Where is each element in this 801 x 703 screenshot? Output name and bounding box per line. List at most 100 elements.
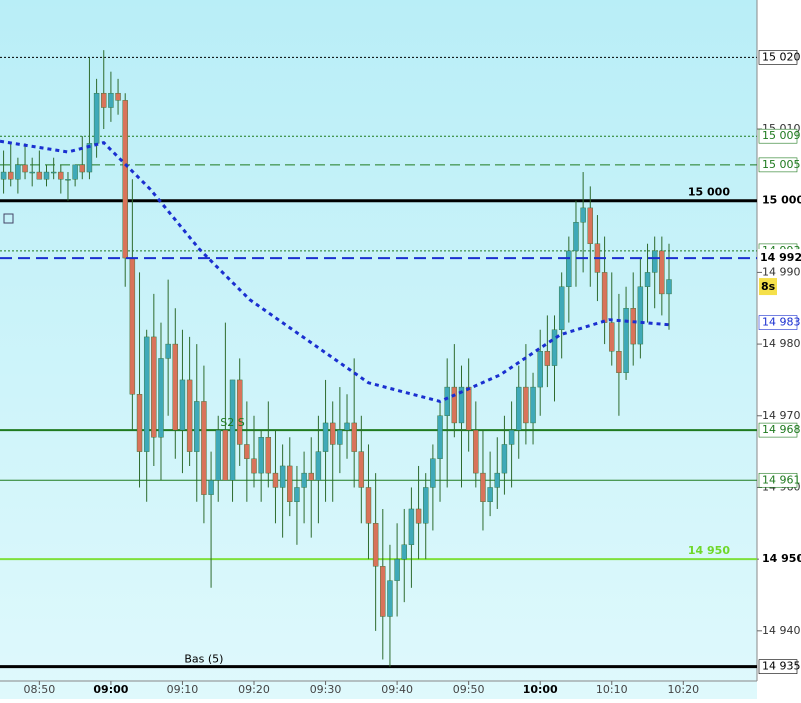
- level-label: 15 020: [762, 50, 801, 63]
- candle-body: [201, 401, 207, 495]
- level-label: 14 950: [688, 544, 730, 557]
- candle-body: [380, 566, 386, 617]
- candle-body: [308, 472, 314, 481]
- level-label-box: [758, 50, 798, 65]
- candle-body: [179, 379, 186, 431]
- candle-body: [330, 422, 336, 445]
- axis-background: [757, 0, 801, 699]
- x-tick-label: 09:30: [310, 683, 342, 696]
- candle-body: [236, 379, 243, 445]
- candle-body: [458, 386, 465, 424]
- candle-body: [186, 379, 193, 452]
- annotation: Bas (5): [184, 652, 223, 665]
- candle-body: [79, 164, 85, 173]
- candle-body: [487, 487, 493, 502]
- candle-body: [172, 343, 179, 431]
- x-tick-label: 09:00: [93, 683, 128, 696]
- candle-body: [566, 250, 572, 287]
- candle-body: [93, 92, 100, 144]
- candle-body: [122, 100, 128, 259]
- candle-body: [115, 92, 121, 101]
- level-label-box: [758, 659, 798, 674]
- candle-body: [136, 394, 143, 452]
- candle-body: [143, 336, 150, 452]
- y-tick-label: 14 970: [762, 409, 801, 422]
- x-tick-label: 08:50: [24, 683, 56, 696]
- x-tick-label: 10:10: [596, 683, 628, 696]
- candle-body: [294, 487, 300, 502]
- candle-body: [423, 487, 429, 524]
- candle-body: [609, 322, 615, 352]
- candle-body: [551, 329, 558, 366]
- candle-body: [101, 92, 107, 108]
- candle-body: [530, 386, 536, 424]
- candle-body: [251, 458, 257, 474]
- candle-body: [0, 171, 7, 180]
- candle-body: [301, 472, 307, 488]
- candle-body: [372, 523, 379, 567]
- candle-body: [344, 422, 350, 431]
- candle-body: [15, 164, 21, 180]
- level-label: 14 983: [762, 316, 801, 329]
- level-label-box: [758, 472, 798, 488]
- candle-body: [394, 558, 400, 581]
- candle-body: [601, 272, 608, 323]
- annotation: S2 S: [220, 416, 244, 429]
- timer-label: 8s: [761, 280, 776, 293]
- candle-body: [630, 308, 636, 345]
- y-tick-label: 14 990: [762, 265, 801, 278]
- candle-body: [516, 386, 522, 431]
- candle-body: [659, 250, 665, 295]
- candle-body: [401, 544, 407, 560]
- candle-body: [129, 257, 136, 395]
- level-label-box: [758, 157, 798, 173]
- candle-body: [215, 429, 221, 481]
- candle-body: [651, 250, 658, 273]
- icon: [3, 213, 14, 224]
- level-label: 14 961: [762, 473, 801, 486]
- candle-body: [43, 171, 50, 180]
- candle-body: [29, 171, 35, 174]
- candle-body: [151, 336, 157, 438]
- candle-body: [444, 386, 450, 416]
- candle-body: [616, 351, 622, 373]
- level-label: 14 968: [762, 423, 801, 436]
- candle-body: [58, 171, 64, 180]
- candle-body: [358, 451, 365, 488]
- candle-body: [365, 487, 372, 524]
- candle-body: [287, 465, 293, 502]
- candle-body: [86, 143, 93, 173]
- axis-label: 14 950: [762, 552, 801, 565]
- candle-body: [8, 171, 14, 180]
- candle-body: [158, 358, 164, 438]
- candle-body: [72, 164, 78, 180]
- candle-body: [65, 179, 71, 181]
- candle-body: [666, 279, 672, 295]
- candle-body: [279, 465, 286, 488]
- candle-body: [244, 444, 250, 459]
- candle-body: [322, 422, 329, 452]
- x-tick-label: 09:20: [238, 683, 270, 696]
- candle-body: [473, 429, 479, 474]
- candle-body: [315, 451, 322, 481]
- candle-body: [194, 401, 200, 452]
- candle-body: [50, 171, 57, 174]
- candle-body: [451, 386, 458, 424]
- candle-body: [501, 444, 508, 474]
- level-label: 15 009: [762, 129, 801, 142]
- axis-label: 15 000: [762, 194, 801, 207]
- candle-body: [544, 351, 551, 366]
- level-label: 15 000: [688, 186, 730, 199]
- y-tick-label: 14 940: [762, 624, 801, 637]
- x-tick-label: 09:40: [381, 683, 413, 696]
- current-price-label: 14 992: [760, 251, 801, 264]
- candle-body: [408, 508, 415, 545]
- candle-body: [623, 308, 629, 373]
- axis-label-box: [759, 193, 799, 208]
- candle-body: [480, 472, 486, 502]
- candle-body: [537, 351, 543, 388]
- level-label: 15 005: [762, 158, 801, 171]
- candle-body: [108, 92, 114, 108]
- candle-body: [644, 272, 651, 287]
